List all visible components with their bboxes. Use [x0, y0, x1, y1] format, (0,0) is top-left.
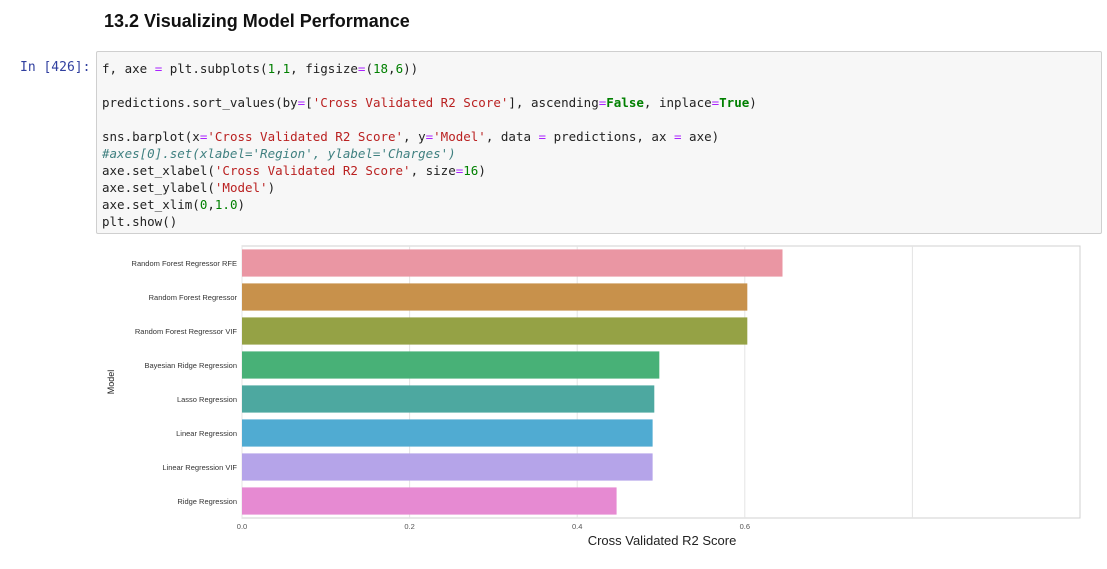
code-token: 16 [463, 163, 479, 178]
code-token: = [199, 129, 208, 144]
code-token: predictions, ax [546, 129, 674, 144]
x-tick-label: 0.4 [572, 522, 582, 531]
code-token: = [674, 129, 682, 144]
code-cell[interactable]: f, axe = plt.subplots(1,1, figsize=(18,6… [96, 51, 1102, 234]
code-line: axe.set_ylabel('Model') [102, 179, 757, 196]
code-token: = [357, 61, 366, 76]
chart-svg: Random Forest Regressor RFE Random Forest… [106, 245, 1081, 548]
code-token: , figsize [290, 61, 358, 76]
code-line: sns.barplot(x='Cross Validated R2 Score'… [102, 128, 757, 145]
code-token: True [719, 95, 750, 110]
code-token: axe.set_xlabel( [102, 163, 215, 178]
code-token: axe.set_ylabel( [102, 180, 215, 195]
code-token: = [425, 129, 434, 144]
code-blank-line [102, 77, 757, 94]
x-tick-label: 0.0 [237, 522, 247, 531]
code-token: , y [403, 129, 426, 144]
code-token: ) [267, 180, 276, 195]
code-token: 'Model' [214, 180, 268, 195]
code-token: 1 [282, 61, 291, 76]
bar-chart: Random Forest Regressor RFE Random Forest… [100, 242, 1090, 562]
code-line: f, axe = plt.subplots(1,1, figsize=(18,6… [102, 60, 757, 77]
code-token: = [297, 95, 306, 110]
code-blank-line [102, 111, 757, 128]
code-token: axe.set_xlim( [102, 197, 200, 212]
cell-prompt: In [426]: [20, 60, 91, 75]
y-tick-label: Lasso Regression [177, 395, 237, 404]
code-token: , [207, 197, 215, 212]
code-token: = [711, 95, 720, 110]
code-token: axe) [681, 129, 720, 144]
y-tick-label: Bayesian Ridge Regression [144, 361, 237, 370]
code-token: 'Cross Validated R2 Score' [312, 95, 509, 110]
code-token: ) [478, 163, 486, 178]
code-token: ) [749, 95, 757, 110]
code-token: , inplace [643, 95, 712, 110]
bar [242, 419, 653, 447]
code-token: = [455, 163, 464, 178]
code-token: [ [305, 95, 313, 110]
code-token: 6 [395, 61, 404, 76]
x-axis-label: Cross Validated R2 Score [588, 533, 737, 548]
code-line: axe.set_xlabel('Cross Validated R2 Score… [102, 162, 757, 179]
y-axis-label: Model [106, 370, 116, 395]
code-token: plt.subplots( [162, 61, 268, 76]
code-line: plt.show() [102, 213, 757, 230]
code-token: 0 [199, 197, 208, 212]
code-line: predictions.sort_values(by=['Cross Valid… [102, 94, 757, 111]
code-token: sns.barplot(x [102, 129, 200, 144]
bar [242, 317, 748, 345]
code-token: 'Model' [433, 129, 486, 144]
y-tick-label: Random Forest Regressor VIF [135, 327, 238, 336]
y-tick-label: Random Forest Regressor RFE [132, 259, 237, 268]
code-token: f, axe [102, 61, 155, 76]
bar [242, 283, 748, 311]
y-tick-label: Random Forest Regressor [149, 293, 238, 302]
bar [242, 453, 653, 481]
code-token: , size [410, 163, 456, 178]
y-tick-label: Linear Regression VIF [162, 463, 237, 472]
code-token: plt.show() [102, 214, 178, 229]
code-editor[interactable]: f, axe = plt.subplots(1,1, figsize=(18,6… [102, 60, 757, 230]
code-token: , [275, 61, 283, 76]
section-heading: 13.2 Visualizing Model Performance [104, 11, 410, 31]
x-tick-label: 0.2 [404, 522, 414, 531]
code-token: #axes[0].set(xlabel='Region', ylabel='Ch… [102, 146, 456, 161]
bar [242, 487, 617, 515]
x-tick-label: 0.6 [740, 522, 750, 531]
bar [242, 249, 783, 277]
code-line: axe.set_xlim(0,1.0) [102, 196, 757, 213]
code-token: 'Cross Validated R2 Score' [214, 163, 411, 178]
code-token: predictions.sort_values(by [102, 95, 298, 110]
code-token: , data [485, 129, 539, 144]
code-token: 1 [267, 61, 276, 76]
y-tick-label: Ridge Regression [177, 497, 237, 506]
code-token: )) [403, 61, 419, 76]
code-token: = [154, 61, 163, 76]
bar [242, 351, 660, 379]
code-token: , [388, 61, 396, 76]
y-tick-label: Linear Regression [176, 429, 237, 438]
code-token: ], ascending [508, 95, 599, 110]
code-token: = [598, 95, 607, 110]
code-token: 18 [372, 61, 389, 76]
code-token: = [538, 129, 547, 144]
code-token: 1.0 [214, 197, 238, 212]
code-line: #axes[0].set(xlabel='Region', ylabel='Ch… [102, 145, 757, 162]
code-token: ) [237, 197, 246, 212]
code-token: ( [365, 61, 373, 76]
bar [242, 385, 655, 413]
code-token: False [606, 95, 644, 110]
code-token: 'Cross Validated R2 Score' [207, 129, 404, 144]
